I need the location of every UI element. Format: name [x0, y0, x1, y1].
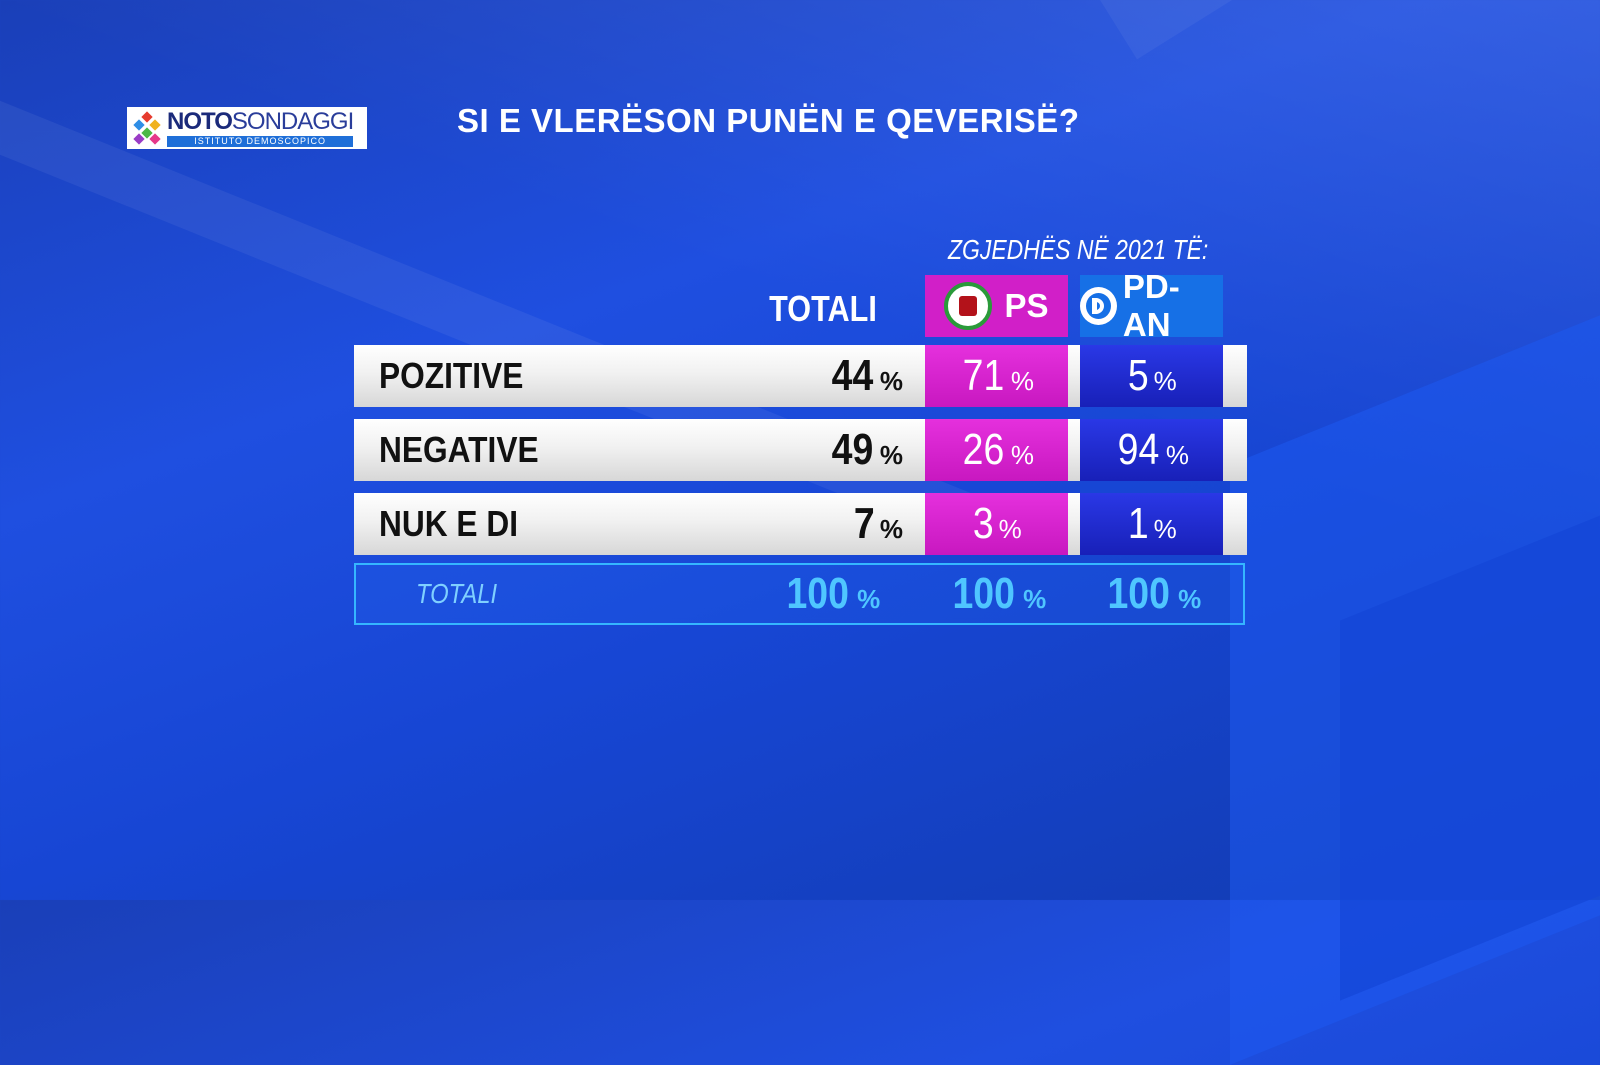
row-ps-value: 3% — [925, 493, 1068, 555]
totals-label: TOTALI — [416, 578, 498, 609]
row-pd-value: 5% — [1080, 345, 1223, 407]
noto-sondaggi-logo: NOTOSONDAGGI ISTITUTO DEMOSCOPICO — [127, 107, 367, 149]
row-ps-value: 26% — [925, 419, 1068, 481]
row-pd-value: 1% — [1080, 493, 1223, 555]
table-row: POZITIVE 44% 71% 5% — [354, 345, 1247, 407]
pd-label: PD-AN — [1122, 268, 1180, 343]
column-header-pd: PD-AN — [1080, 268, 1223, 343]
row-ps-value: 71% — [925, 345, 1068, 407]
ps-emblem-icon — [944, 282, 993, 330]
row-total-value: 49% — [831, 425, 903, 474]
totals-row: TOTALI 100% 100% 100% — [354, 563, 1245, 625]
row-total-value: 44% — [831, 351, 903, 400]
table-row: NEGATIVE 49% 26% 94% — [354, 419, 1247, 481]
totals-pd-value: 100% — [1107, 569, 1202, 618]
ps-label: PS — [1004, 287, 1049, 324]
column-group-label: ZGJEDHËS NË 2021 TË: — [948, 234, 1209, 265]
logo-subtitle: ISTITUTO DEMOSCOPICO — [167, 135, 354, 147]
totals-ps-value: 100% — [952, 569, 1047, 618]
row-label: NEGATIVE — [379, 429, 539, 470]
row-pd-value: 94% — [1080, 419, 1223, 481]
totals-total-value: 100% — [786, 569, 881, 618]
row-total-value: 7% — [854, 499, 903, 548]
logo-name: NOTOSONDAGGI — [167, 107, 354, 135]
page-title: SI E VLERËSON PUNËN E QEVERISË? — [457, 102, 1080, 139]
table-row: NUK E DI 7% 3% 1% — [354, 493, 1247, 555]
row-label: POZITIVE — [379, 355, 524, 396]
logo-diamond-icon — [127, 107, 167, 149]
column-header-ps: PS — [925, 275, 1068, 337]
row-label: NUK E DI — [379, 503, 519, 544]
pd-emblem-icon — [1080, 287, 1117, 325]
column-header-total: TOTALI — [769, 288, 877, 329]
